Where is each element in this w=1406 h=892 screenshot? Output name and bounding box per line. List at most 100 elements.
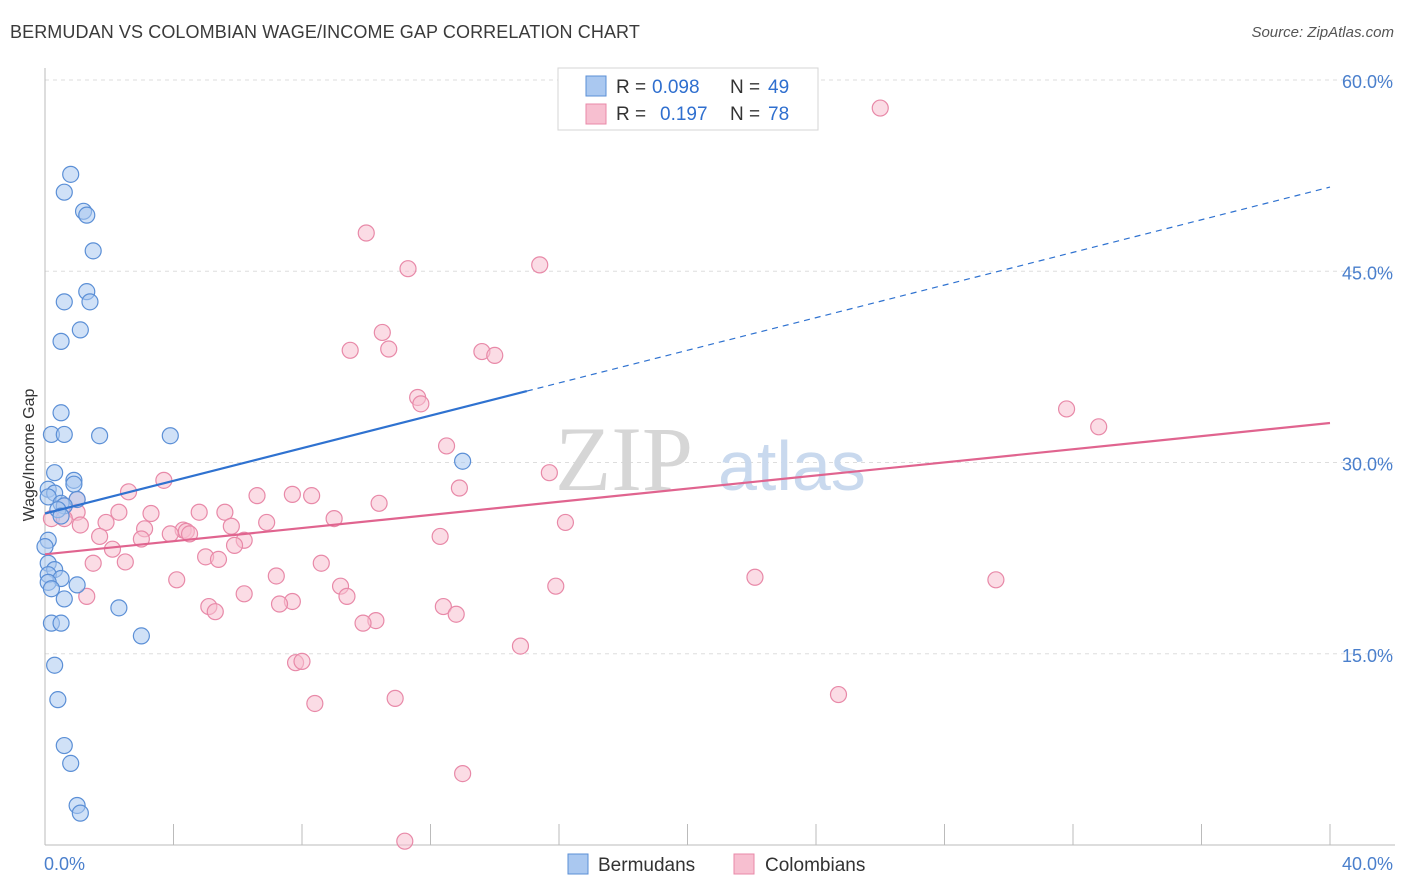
colombians-n-label: N = (730, 104, 760, 125)
bermudans-r-label: R = (616, 77, 646, 98)
colombians-point (97, 513, 115, 532)
bermudans-point (52, 507, 70, 525)
colombians-point (447, 605, 465, 623)
bermudans-point (65, 475, 83, 493)
stats-legend: R = 0.098 N = 49 R = 0.197 N = 78 (557, 67, 819, 131)
bermudans-point (62, 754, 80, 773)
colombians-point (248, 487, 266, 505)
bermudans-point (110, 599, 128, 617)
colombians-point (437, 437, 456, 455)
bermudans-point (55, 590, 73, 608)
colombians-point (547, 577, 565, 595)
bermudans-point (81, 293, 99, 311)
chart-title: BERMUDAN VS COLOMBIAN WAGE/INCOME GAP CO… (10, 22, 640, 42)
colombians-point (258, 513, 276, 532)
watermark-atlas: atlas (718, 427, 866, 505)
colombians-point (103, 540, 122, 558)
series-legend: Bermudans Colombians (567, 853, 865, 876)
colombians-r-value: 0.197 (660, 104, 708, 125)
colombians-point (235, 585, 253, 603)
source-label: Source: ZipAtlas.com (1251, 24, 1394, 41)
y-axis-title: Wage/Income Gap (21, 389, 38, 522)
colombians-swatch (733, 853, 755, 875)
axes (44, 68, 1395, 846)
bermudans-point (84, 242, 102, 260)
colombians-point (1057, 400, 1076, 418)
colombians-points (42, 99, 1108, 850)
x-tick-label-max: 40.0% (1342, 854, 1393, 874)
colombians-point (396, 832, 414, 850)
bermudans-point (52, 614, 70, 632)
colombians-point (338, 587, 356, 605)
y-tick-label: 60.0% (1342, 72, 1393, 92)
y-tick-label: 45.0% (1342, 263, 1393, 283)
colombians-legend-label: Colombians (765, 855, 865, 876)
bermudans-r-value: 0.098 (652, 77, 700, 98)
colombians-point (168, 571, 186, 589)
colombians-trend-line (44, 421, 1331, 556)
colombians-point (341, 341, 359, 359)
grid-lines (45, 79, 1395, 655)
bermudans-point (42, 580, 61, 598)
colombians-point (190, 503, 208, 521)
bermudans-point (49, 691, 67, 709)
bermudans-point (52, 404, 70, 422)
colombians-point (303, 487, 321, 505)
colombians-point (283, 485, 301, 503)
bermudans-swatch (567, 853, 589, 875)
bermudans-point (161, 427, 179, 445)
colombians-point (206, 603, 224, 621)
bermudans-legend-label: Bermudans (598, 855, 695, 876)
colombians-point (78, 587, 96, 605)
bermudans-point (454, 452, 472, 470)
colombians-point (216, 503, 234, 521)
colombians-point (1090, 418, 1108, 436)
bermudans-point (71, 321, 89, 339)
bermudans-point (52, 332, 70, 350)
bermudans-point (91, 427, 109, 445)
bermudans-point (55, 183, 73, 201)
y-tick-label: 30.0% (1342, 455, 1393, 475)
colombians-point (325, 509, 343, 528)
y-tick-label: 15.0% (1342, 646, 1393, 666)
colombians-point (354, 614, 372, 632)
bermudans-n-value: 49 (768, 77, 789, 98)
x-ticks (44, 824, 1331, 845)
colombians-point (987, 571, 1005, 589)
colombians-point (91, 527, 109, 546)
colombians-point (434, 597, 452, 616)
colombians-point (209, 550, 228, 569)
colombians-point (556, 513, 575, 532)
colombians-point (161, 525, 179, 543)
colombians-point (110, 503, 128, 521)
colombians-point (306, 694, 324, 713)
colombians-point (267, 567, 285, 585)
colombians-point (746, 568, 764, 586)
colombians-point (871, 99, 889, 117)
colombians-point (155, 471, 173, 489)
colombians-point (454, 764, 472, 783)
colombians-point (270, 595, 289, 613)
x-tick-label-min: 0.0% (44, 854, 85, 874)
bermudans-point (132, 627, 150, 645)
bermudans-point (71, 804, 89, 822)
colombians-point (380, 340, 398, 358)
bermudans-points (36, 165, 472, 822)
colombians-point (373, 323, 391, 342)
y-tick-labels: 15.0% 30.0% 45.0% 60.0% (1342, 72, 1393, 666)
watermark-zip: ZIP (555, 408, 693, 510)
colombians-point (357, 224, 375, 242)
colombians-n-value: 78 (768, 104, 789, 125)
colombians-point (829, 685, 848, 704)
bermudans-point (46, 464, 64, 482)
colombians-point (399, 260, 417, 278)
colombians-point (312, 554, 330, 572)
colombians-point (486, 346, 504, 364)
colombians-point (540, 464, 558, 482)
colombians-point (225, 536, 244, 554)
colombians-point (293, 652, 311, 671)
bermudans-point (46, 656, 64, 674)
colombians-point (222, 517, 240, 535)
bermudans-trend-line (44, 390, 528, 515)
bermudans-point (62, 165, 80, 183)
